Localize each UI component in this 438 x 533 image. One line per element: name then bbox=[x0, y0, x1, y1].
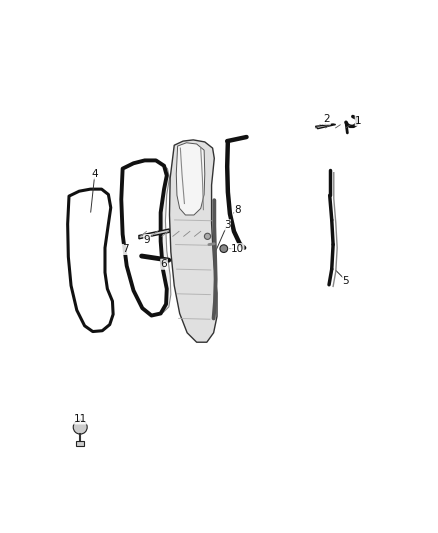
Polygon shape bbox=[176, 143, 205, 215]
Text: 9: 9 bbox=[144, 235, 150, 245]
Circle shape bbox=[220, 245, 228, 253]
Polygon shape bbox=[121, 160, 167, 316]
Bar bbox=[76, 441, 84, 446]
Text: 11: 11 bbox=[74, 414, 87, 424]
Polygon shape bbox=[67, 189, 113, 332]
Text: 10: 10 bbox=[231, 244, 244, 254]
Polygon shape bbox=[138, 163, 171, 312]
Text: 6: 6 bbox=[161, 259, 167, 269]
Text: 5: 5 bbox=[343, 276, 350, 286]
Polygon shape bbox=[315, 124, 336, 128]
Text: 4: 4 bbox=[92, 169, 98, 179]
Text: 7: 7 bbox=[122, 245, 129, 254]
Text: 3: 3 bbox=[224, 220, 230, 230]
Polygon shape bbox=[139, 229, 170, 239]
Circle shape bbox=[205, 233, 211, 239]
Text: 2: 2 bbox=[324, 115, 330, 124]
Text: 1: 1 bbox=[355, 116, 362, 126]
Polygon shape bbox=[170, 140, 217, 342]
Text: 8: 8 bbox=[234, 205, 241, 215]
Circle shape bbox=[73, 420, 87, 434]
